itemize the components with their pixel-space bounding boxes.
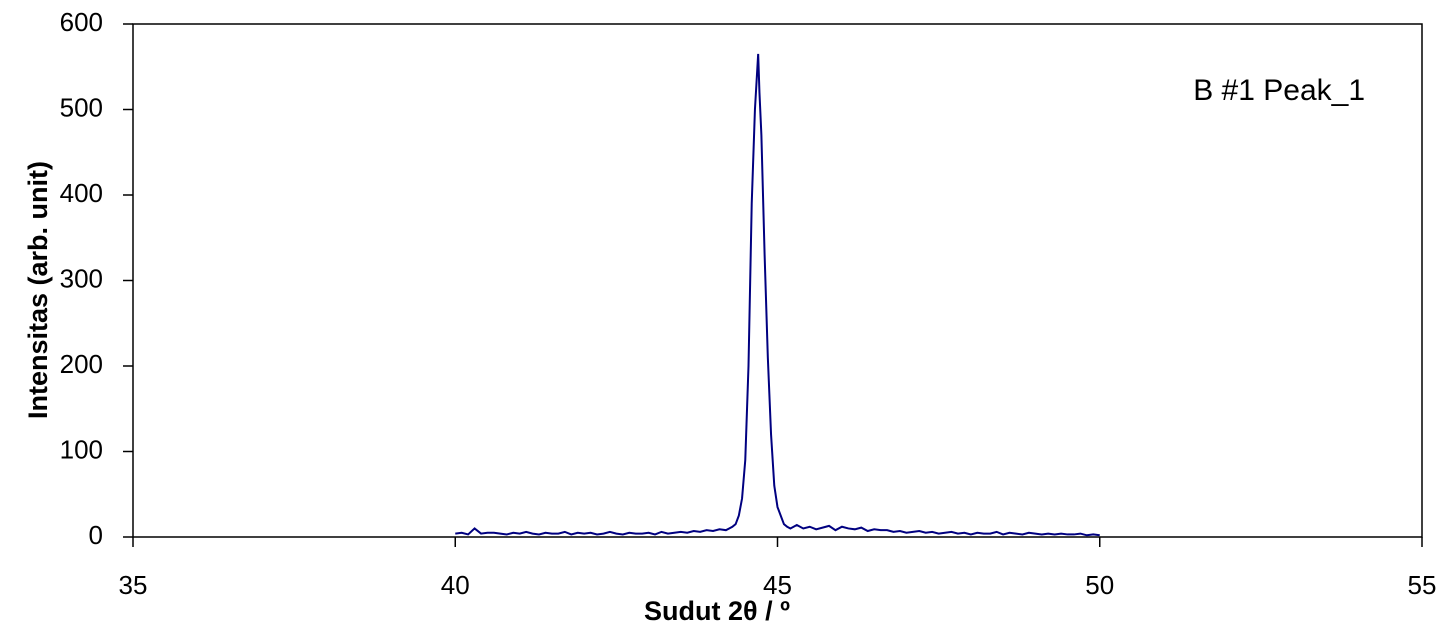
x-axis-title: Sudut 2θ / º — [644, 596, 790, 626]
x-tick-label: 40 — [441, 570, 470, 600]
y-axis-title: Intensitas (arb. unit) — [23, 161, 53, 419]
x-tick-label: 35 — [119, 570, 148, 600]
y-tick-label: 200 — [60, 349, 103, 379]
x-tick-label: 45 — [763, 570, 792, 600]
y-tick-label: 0 — [89, 520, 103, 550]
x-tick-label: 50 — [1085, 570, 1114, 600]
y-tick-label: 500 — [60, 92, 103, 122]
y-tick-label: 600 — [60, 7, 103, 37]
annotation: B #1 Peak_1 — [1193, 74, 1365, 107]
y-tick-label: 400 — [60, 178, 103, 208]
data-line — [455, 53, 1100, 537]
y-tick-label: 300 — [60, 263, 103, 293]
y-tick-label: 100 — [60, 434, 103, 464]
x-tick-label: 55 — [1408, 570, 1437, 600]
